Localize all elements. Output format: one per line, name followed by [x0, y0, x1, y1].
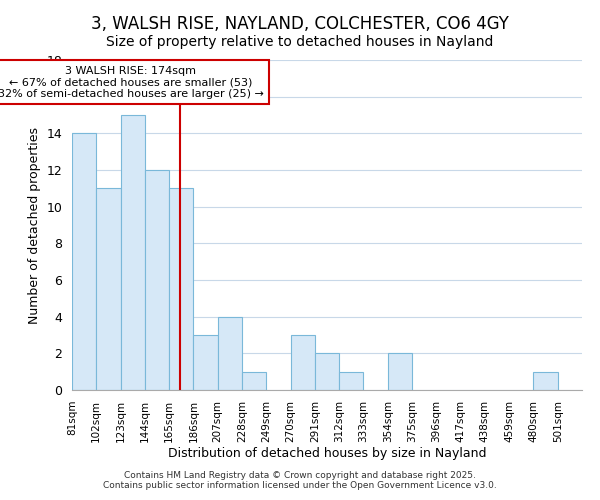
Text: Contains HM Land Registry data © Crown copyright and database right 2025.
Contai: Contains HM Land Registry data © Crown c… — [103, 470, 497, 490]
Bar — [218, 316, 242, 390]
X-axis label: Distribution of detached houses by size in Nayland: Distribution of detached houses by size … — [168, 448, 486, 460]
Bar — [290, 335, 315, 390]
Bar — [533, 372, 558, 390]
Text: Size of property relative to detached houses in Nayland: Size of property relative to detached ho… — [106, 35, 494, 49]
Bar — [315, 354, 339, 390]
Text: 3, WALSH RISE, NAYLAND, COLCHESTER, CO6 4GY: 3, WALSH RISE, NAYLAND, COLCHESTER, CO6 … — [91, 15, 509, 33]
Bar — [96, 188, 121, 390]
Bar — [121, 115, 145, 390]
Text: 3 WALSH RISE: 174sqm
← 67% of detached houses are smaller (53)
32% of semi-detac: 3 WALSH RISE: 174sqm ← 67% of detached h… — [0, 66, 264, 98]
Y-axis label: Number of detached properties: Number of detached properties — [28, 126, 41, 324]
Bar — [339, 372, 364, 390]
Bar — [242, 372, 266, 390]
Bar — [193, 335, 218, 390]
Bar — [145, 170, 169, 390]
Bar — [169, 188, 193, 390]
Bar — [72, 134, 96, 390]
Bar — [388, 354, 412, 390]
